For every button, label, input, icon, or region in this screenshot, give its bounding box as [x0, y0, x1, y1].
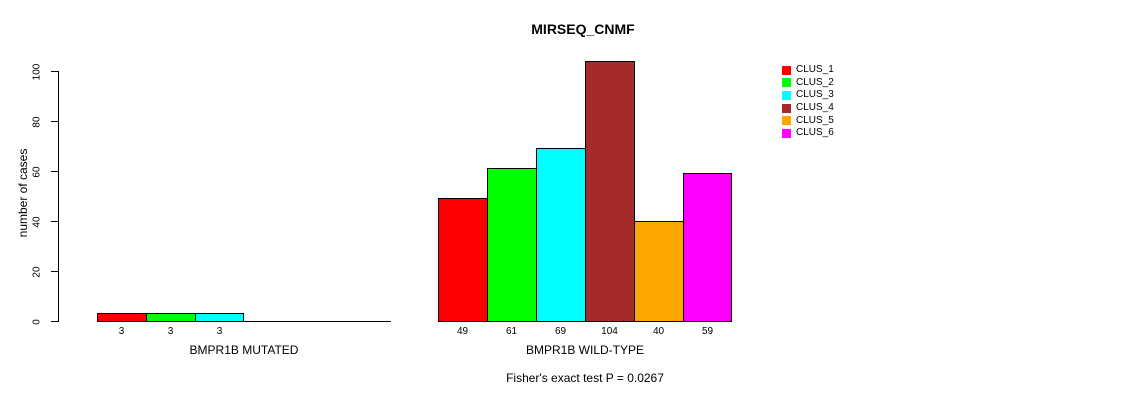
fisher-test-annotation: Fisher's exact test P = 0.0267 [506, 371, 664, 385]
y-axis-tick [51, 271, 58, 272]
legend-label: CLUS_6 [796, 127, 834, 139]
y-tick-label: 60 [31, 165, 43, 178]
y-tick-label: 100 [31, 63, 43, 80]
y-axis-tick [51, 321, 58, 322]
bar-clus_1 [97, 313, 147, 322]
bar-clus_1 [438, 198, 488, 322]
bar-value-label: 40 [652, 326, 665, 337]
legend-row: CLUS_3 [782, 89, 834, 102]
legend-row: CLUS_4 [782, 102, 834, 115]
y-tick-label: 80 [31, 115, 43, 128]
bar-clus_5 [634, 221, 684, 322]
bar-clus_2 [146, 313, 196, 322]
group-axis-line [97, 321, 391, 322]
bar-clus_2 [487, 168, 537, 322]
bar-clus_3 [195, 313, 244, 322]
bar-value-label: 69 [554, 326, 567, 337]
legend-row: CLUS_1 [782, 64, 834, 77]
legend-swatch-clus_3 [782, 90, 791, 100]
y-tick-label: 20 [31, 265, 43, 278]
y-tick-label: 0 [31, 318, 43, 325]
y-axis-tick [51, 171, 58, 172]
legend: CLUS_1 CLUS_2 CLUS_3 CLUS_4 CLUS_5 CLUS_6 [782, 64, 834, 140]
legend-swatch-clus_1 [782, 65, 791, 75]
legend-label: CLUS_4 [796, 102, 834, 114]
bar-value-label: 3 [118, 326, 125, 337]
y-axis-line [58, 71, 59, 322]
chart-title: MIRSEQ_CNMF [531, 21, 635, 37]
bar-clus_4 [585, 61, 635, 322]
legend-label: CLUS_3 [796, 89, 834, 101]
legend-label: CLUS_2 [796, 76, 834, 88]
legend-row: CLUS_2 [782, 77, 834, 90]
bar-clus_3 [536, 148, 586, 322]
y-axis-tick [51, 121, 58, 122]
y-axis-title: number of cases [16, 148, 30, 238]
legend-swatch-clus_6 [782, 128, 791, 138]
legend-swatch-clus_2 [782, 78, 791, 88]
bar-value-label: 3 [167, 326, 174, 337]
bar-value-label: 61 [505, 326, 518, 337]
legend-row: CLUS_6 [782, 127, 834, 140]
y-tick-label: 40 [31, 215, 43, 228]
y-axis-tick [51, 71, 58, 72]
legend-swatch-clus_4 [782, 103, 791, 113]
legend-label: CLUS_5 [796, 114, 834, 126]
legend-swatch-clus_5 [782, 116, 791, 126]
legend-label: CLUS_1 [796, 64, 834, 76]
group-label: BMPR1B WILD-TYPE [525, 343, 645, 357]
bar-value-label: 104 [601, 326, 618, 337]
group-label: BMPR1B MUTATED [189, 343, 299, 357]
y-axis-tick [51, 221, 58, 222]
bar-value-label: 49 [456, 326, 469, 337]
legend-row: CLUS_5 [782, 114, 834, 127]
bar-clus_6 [683, 173, 732, 322]
bar-value-label: 3 [216, 326, 223, 337]
bar-value-label: 59 [701, 326, 714, 337]
